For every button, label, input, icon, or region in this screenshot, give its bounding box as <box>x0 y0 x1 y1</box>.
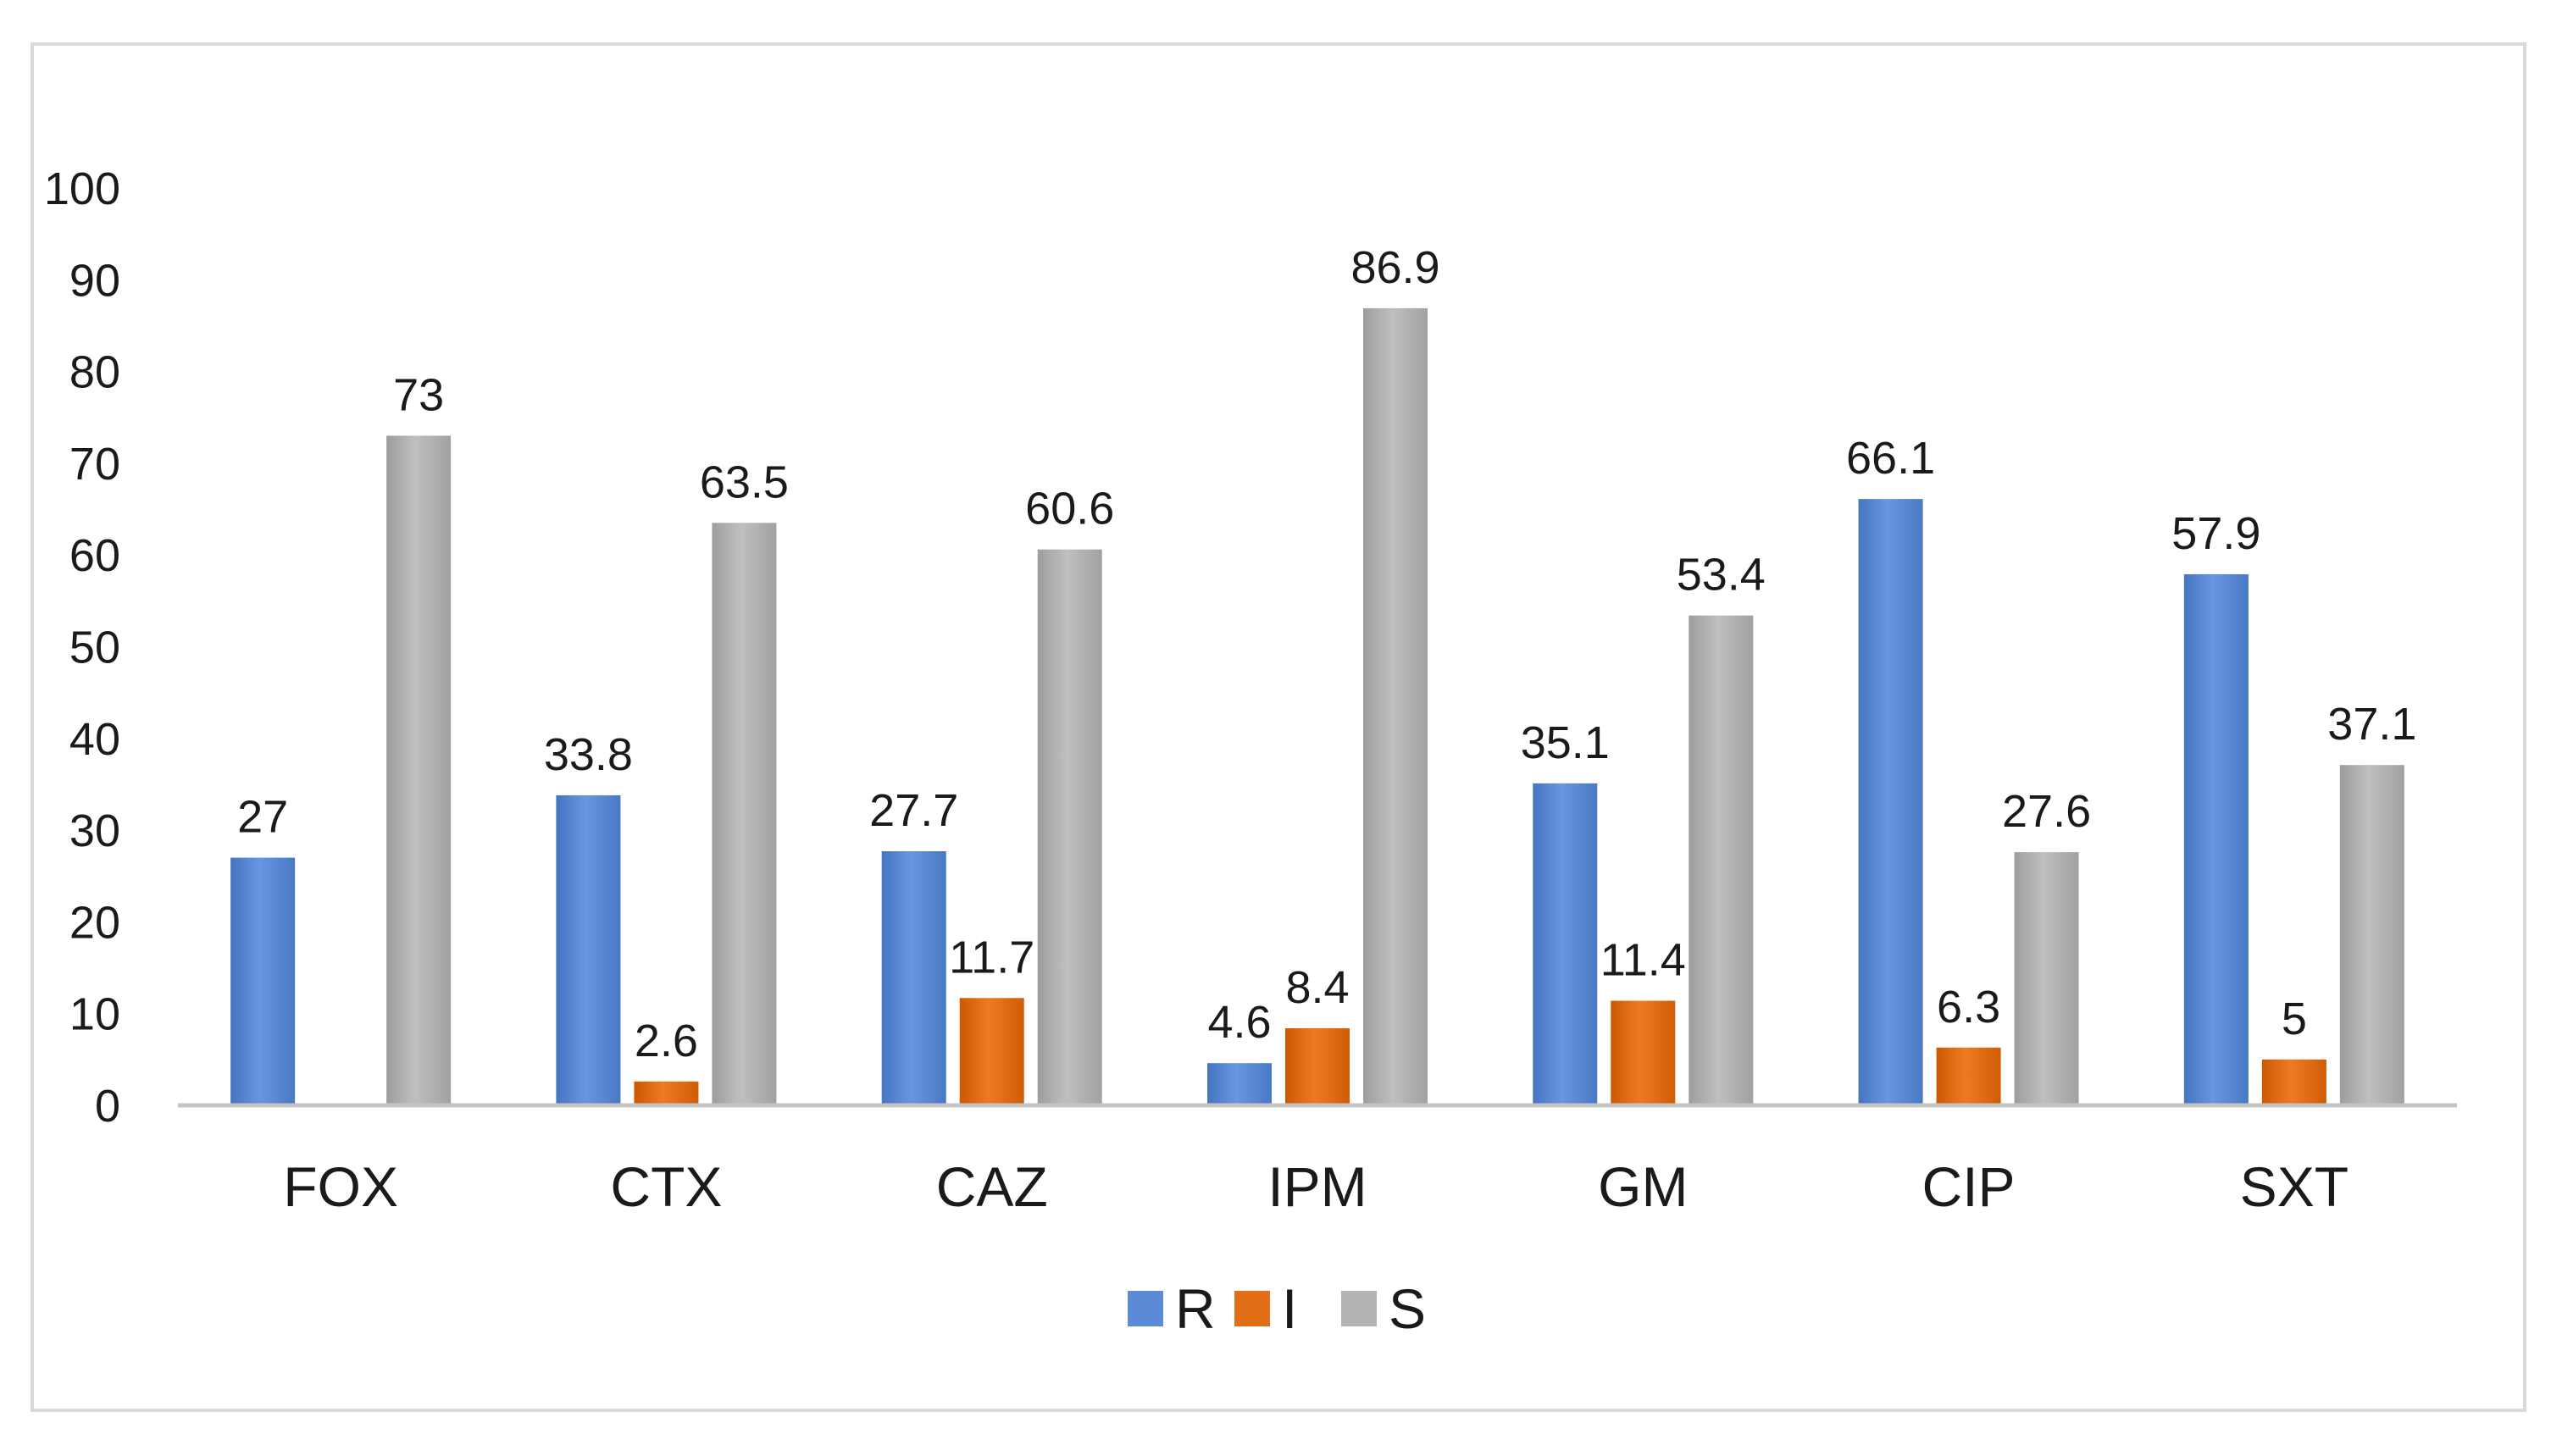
bar-i-sxt <box>2261 1059 2326 1105</box>
bar-i-caz <box>959 998 1024 1105</box>
legend-label-i: I <box>1282 1277 1297 1340</box>
legend-swatch-s <box>1341 1291 1377 1326</box>
data-label-r-gm: 35.1 <box>1521 717 1610 768</box>
data-label-r-sxt: 57.9 <box>2171 508 2260 559</box>
bar-s-caz <box>1037 549 1102 1105</box>
bar-i-ipm <box>1285 1028 1350 1105</box>
bar-r-ipm <box>1207 1063 1272 1105</box>
bar-i-ctx <box>634 1081 699 1105</box>
data-label-i-ctx: 2.6 <box>635 1016 698 1066</box>
legend-swatch-r <box>1128 1291 1163 1326</box>
data-label-s-ipm: 86.9 <box>1350 242 1439 293</box>
x-category-label: CTX <box>610 1155 722 1218</box>
bar-r-fox <box>230 857 296 1105</box>
bar-r-ctx <box>556 794 621 1105</box>
legend-label-s: S <box>1389 1277 1426 1340</box>
y-tick-label: 50 <box>69 623 120 673</box>
data-label-i-gm: 11.4 <box>1600 935 1686 986</box>
y-tick-label: 90 <box>69 255 120 306</box>
y-tick-label: 70 <box>69 439 120 490</box>
x-category-label: IPM <box>1267 1155 1367 1218</box>
bar-s-ipm <box>1363 307 1428 1105</box>
y-tick-label: 60 <box>69 530 120 581</box>
x-category-label: SXT <box>2240 1155 2349 1218</box>
y-tick-label: 10 <box>69 989 120 1040</box>
y-tick-label: 20 <box>69 897 120 948</box>
x-category-label: GM <box>1598 1155 1688 1218</box>
bar-r-caz <box>881 851 946 1105</box>
data-label-i-caz: 11.7 <box>949 932 1034 983</box>
data-label-s-gm: 53.4 <box>1677 550 1766 601</box>
data-label-r-fox: 27 <box>237 792 288 843</box>
bar-i-cip <box>1936 1047 2001 1105</box>
bar-r-cip <box>1858 499 1923 1105</box>
data-label-i-cip: 6.3 <box>1937 982 2000 1032</box>
legend-label-r: R <box>1175 1277 1216 1340</box>
data-label-r-ipm: 4.6 <box>1207 997 1271 1048</box>
y-tick-label: 80 <box>69 347 120 398</box>
y-tick-label: 40 <box>69 714 120 765</box>
bar-s-ctx <box>712 523 777 1105</box>
data-label-s-fox: 73 <box>393 369 444 420</box>
data-label-s-caz: 60.6 <box>1025 484 1114 534</box>
bar-s-cip <box>2014 852 2079 1105</box>
y-tick-label: 30 <box>69 806 120 856</box>
bar-r-gm <box>1533 783 1598 1105</box>
data-label-r-cip: 66.1 <box>1846 433 1935 484</box>
bar-i-gm <box>1611 1000 1676 1105</box>
x-category-label: CIP <box>1922 1155 2016 1218</box>
data-label-r-caz: 27.7 <box>869 785 958 836</box>
bar-r-sxt <box>2183 573 2249 1105</box>
x-category-label: CAZ <box>936 1155 1048 1218</box>
bar-s-fox <box>386 435 452 1105</box>
data-label-i-sxt: 5 <box>2282 994 2307 1044</box>
x-category-label: FOX <box>283 1155 398 1218</box>
data-label-s-cip: 27.6 <box>2002 786 2091 837</box>
bar-s-gm <box>1689 615 1754 1105</box>
y-tick-label: 100 <box>44 163 120 214</box>
bar-s-sxt <box>2339 765 2404 1105</box>
legend-swatch-i <box>1234 1291 1270 1326</box>
data-label-r-ctx: 33.8 <box>544 729 633 780</box>
y-tick-label: 0 <box>95 1081 120 1132</box>
data-label-s-ctx: 63.5 <box>700 457 789 507</box>
data-label-s-sxt: 37.1 <box>2327 699 2416 750</box>
data-label-i-ipm: 8.4 <box>1285 962 1349 1013</box>
